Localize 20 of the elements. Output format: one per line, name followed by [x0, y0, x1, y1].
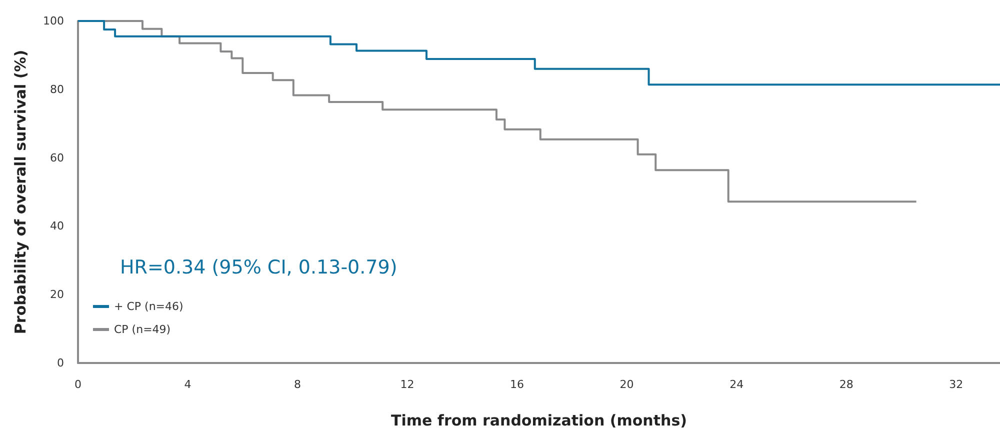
x-axis-title: Time from randomization (months): [391, 412, 687, 430]
x-tick-label: 16: [510, 378, 524, 391]
x-tick-label: 12: [400, 378, 414, 391]
x-tick-label: 24: [730, 378, 744, 391]
y-tick-label: 100: [43, 14, 64, 28]
y-tick-label: 0: [57, 356, 64, 370]
legend-label: CP (n=49): [114, 323, 171, 336]
legend-label: + CP (n=46): [114, 300, 184, 313]
x-tick-label: 4: [184, 378, 192, 391]
annotation: HR=0.34 (95% CI, 0.13-0.79): [120, 256, 398, 278]
x-tick-label: 32: [949, 378, 964, 391]
x-tick-label: 0: [74, 378, 82, 391]
y-axis-title: Probability of overall survival (%): [12, 50, 30, 334]
y-tick-label: 40: [50, 220, 64, 233]
x-tick-label: 28: [839, 378, 854, 391]
y-tick-label: 60: [50, 151, 64, 164]
x-tick-label: 8: [294, 378, 302, 391]
y-tick-label: 80: [50, 82, 64, 96]
y-tick-label: 20: [50, 288, 64, 302]
x-tick-label: 20: [620, 378, 634, 391]
